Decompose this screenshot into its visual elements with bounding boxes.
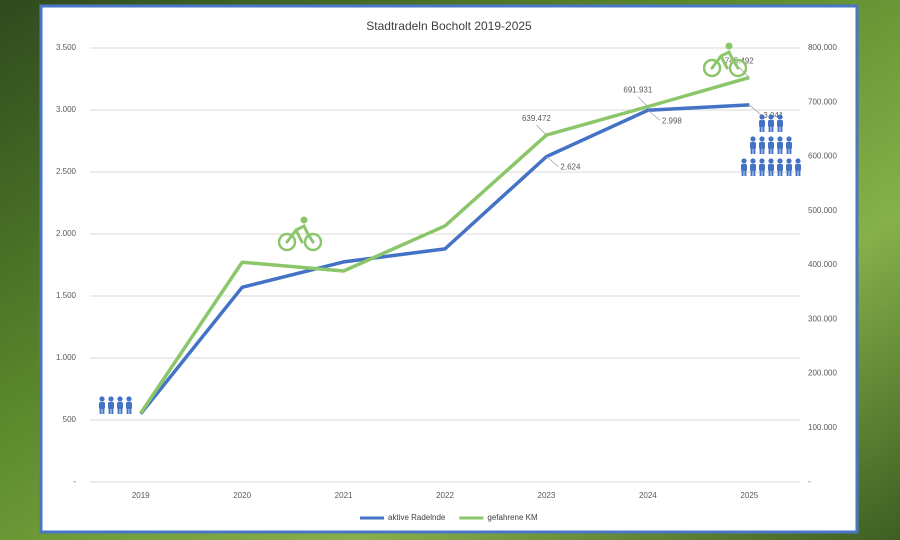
leader-line [637,96,649,107]
y-tick-label: 500 [63,415,77,424]
x-tick-label: 2023 [538,491,556,500]
y-tick-label: 2.500 [56,167,77,176]
y2-tick-label: 100.000 [808,423,837,432]
leader-line [536,124,547,136]
y2-tick-label: 600.000 [808,152,837,161]
chart-panel [39,4,859,534]
leader-line [647,109,661,121]
x-tick-label: 2025 [740,491,758,500]
y-tick-label: 2.000 [56,229,77,238]
x-tick-label: 2019 [132,491,150,500]
y2-tick-label: 300.000 [808,314,837,323]
y-tick-label: 1.000 [56,353,77,362]
data-label: 691.931 [623,86,652,95]
y2-tick-label: 700.000 [808,97,837,106]
y-tick-label: 1.500 [56,291,77,300]
x-tick-label: 2024 [639,491,657,500]
x-tick-label: 2022 [436,491,454,500]
legend-label: gefahrene KM [487,513,538,522]
chart-title: Stadtradeln Bocholt 2019-2025 [366,19,532,33]
x-tick-label: 2020 [233,491,251,500]
y-tick-label: 3.000 [56,105,77,114]
data-label: 639.472 [522,114,551,123]
y2-tick-label: 400.000 [808,260,837,269]
y2-tick-label: - [808,477,811,486]
leader-line [546,156,559,167]
x-tick-label: 2021 [335,491,353,500]
legend-label: aktive Radelnde [388,513,446,522]
data-label: 2.998 [662,116,683,125]
data-label: 3.041 [763,111,784,120]
data-label: 2.624 [560,163,581,172]
y2-tick-label: 800.000 [808,43,837,52]
series-line [139,103,750,415]
y2-tick-label: 200.000 [808,369,837,378]
y-tick-label: 3.500 [56,43,77,52]
leader-line [749,104,762,116]
y2-tick-label: 500.000 [808,206,837,215]
y-tick-label: - [73,477,76,486]
